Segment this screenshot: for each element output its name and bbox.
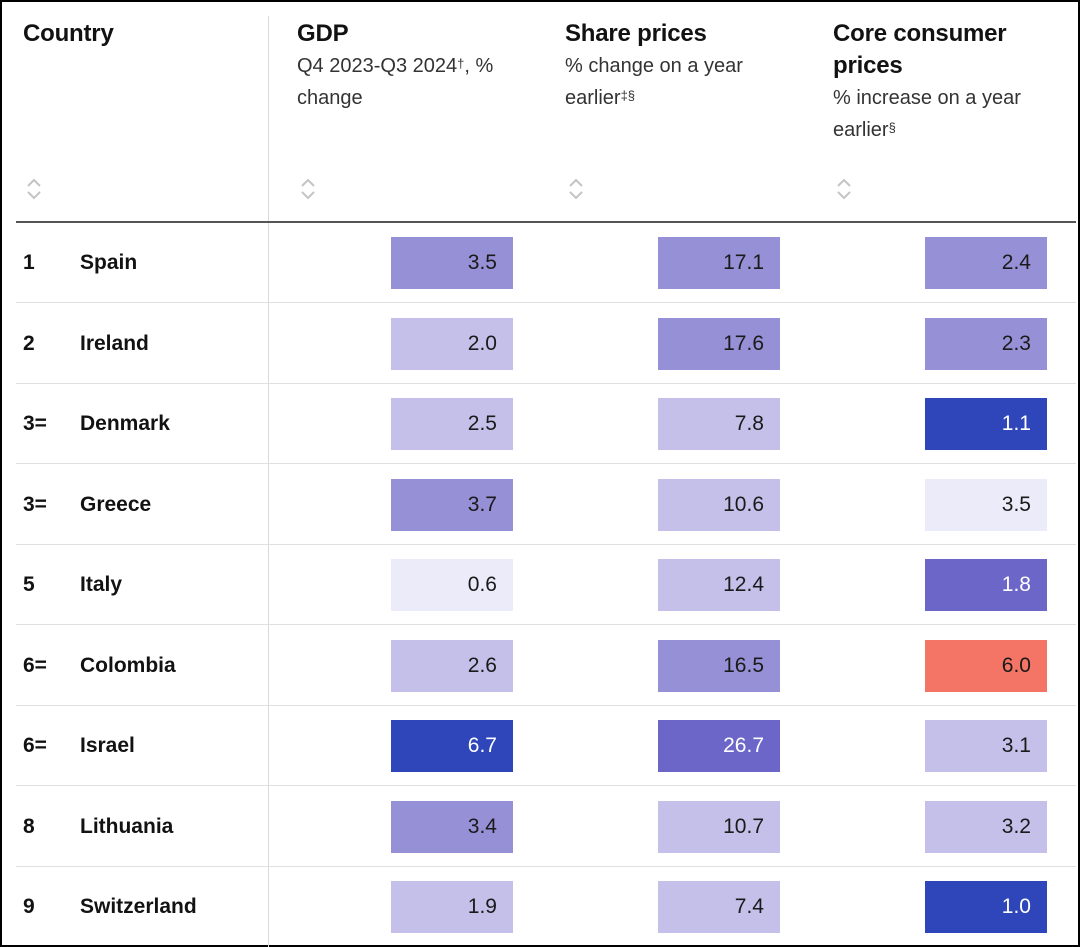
value-cell-gdp: 3.7 [391, 478, 513, 531]
country-label: Italy [80, 573, 123, 596]
rank-label: 8 [23, 814, 35, 838]
header-share-prices-title: Share prices [565, 20, 707, 47]
sort-icon[interactable] [25, 176, 43, 202]
sort-icon[interactable] [567, 176, 585, 202]
country-label: Ireland [80, 331, 149, 355]
table-row: 3= Denmark 2.5 7.8 1.1 [16, 384, 1076, 464]
header-core-cpi-title: Core consumer prices [833, 20, 1007, 79]
header-share-prices-footnote-mark: ‡§ [620, 88, 636, 103]
value-cell-core-cpi: 6.0 [925, 639, 1047, 692]
value-cell-gdp: 0.6 [391, 559, 513, 611]
row-divider [16, 382, 1076, 384]
header-core-cpi-subtitle-text: % increase on a year earlier [833, 87, 1021, 141]
country-label: Greece [80, 492, 152, 516]
value-cell-core-cpi: 3.5 [925, 478, 1047, 531]
table-row: 8 Lithuania 3.4 10.7 3.2 [16, 787, 1076, 867]
country-label: Spain [80, 251, 138, 274]
table-row: 2 Ireland 2.0 17.6 2.3 [16, 304, 1076, 384]
row-divider [16, 543, 1076, 545]
header-core-cpi-subtitle: % increase on a year earlier§ [833, 82, 1048, 146]
table-row: 6= Israel 6.7 26.7 3.1 [16, 706, 1076, 786]
row-divider [16, 865, 1076, 867]
value-cell-share-prices: 10.7 [658, 800, 780, 853]
header-core-cpi-footnote-mark: § [888, 120, 896, 135]
country-label: Denmark [80, 412, 170, 435]
header-gdp-subtitle-text: Q4 2023-Q3 2024 [297, 55, 458, 77]
rank-label: 2 [23, 331, 35, 355]
value-cell-share-prices: 10.6 [658, 478, 780, 531]
rank-label: 6= [23, 653, 47, 677]
value-cell-share-prices: 26.7 [658, 720, 780, 772]
header-gdp-footnote-mark: † [457, 56, 465, 71]
rank-label: 1 [23, 251, 35, 274]
value-cell-core-cpi: 1.8 [925, 559, 1047, 611]
table-row: 3= Greece 3.7 10.6 3.5 [16, 465, 1076, 545]
value-cell-core-cpi: 1.1 [925, 398, 1047, 450]
value-cell-core-cpi: 2.3 [925, 317, 1047, 370]
table-row: 9 Switzerland 1.9 7.4 1.0 [16, 867, 1076, 947]
header-core-consumer-prices[interactable]: Core consumer prices % increase on a yea… [833, 18, 1048, 146]
value-cell-gdp: 3.5 [391, 237, 513, 289]
value-cell-gdp: 6.7 [391, 720, 513, 772]
header-share-prices-subtitle-text: % change on a year earlier [565, 55, 743, 109]
header-country[interactable]: Country [23, 18, 253, 50]
value-cell-core-cpi: 2.4 [925, 237, 1047, 289]
value-cell-gdp: 2.5 [391, 398, 513, 450]
table-row: 5 Italy 0.6 12.4 1.8 [16, 545, 1076, 625]
value-cell-gdp: 2.0 [391, 317, 513, 370]
header-gdp-subtitle: Q4 2023-Q3 2024†, % change [297, 50, 537, 114]
value-cell-share-prices: 17.6 [658, 317, 780, 370]
row-divider [16, 704, 1076, 706]
sort-icon[interactable] [835, 176, 853, 202]
value-cell-core-cpi: 1.0 [925, 881, 1047, 933]
rank-label: 5 [23, 573, 35, 596]
value-cell-share-prices: 7.8 [658, 398, 780, 450]
header-country-title: Country [23, 20, 114, 47]
header-share-prices-subtitle: % change on a year earlier‡§ [565, 50, 770, 114]
value-cell-core-cpi: 3.1 [925, 720, 1047, 772]
header-rule [16, 221, 1076, 223]
rank-label: 6= [23, 734, 47, 757]
country-label: Israel [80, 734, 135, 757]
column-divider [268, 16, 269, 947]
header-gdp-subtitle-tail: , % change [297, 55, 494, 109]
rank-label: 3= [23, 412, 47, 435]
row-divider [16, 302, 1076, 303]
value-cell-gdp: 2.6 [391, 639, 513, 692]
row-divider [16, 463, 1076, 464]
country-label: Colombia [80, 653, 176, 677]
rank-label: 3= [23, 492, 47, 516]
value-cell-share-prices: 17.1 [658, 237, 780, 289]
rank-label: 9 [23, 895, 35, 918]
country-label: Switzerland [80, 895, 197, 918]
row-divider [16, 624, 1076, 625]
table-row: 6= Colombia 2.6 16.5 6.0 [16, 626, 1076, 706]
value-cell-share-prices: 16.5 [658, 639, 780, 692]
sort-icon[interactable] [299, 176, 317, 202]
table-row: 1 Spain 3.5 17.1 2.4 [16, 223, 1076, 303]
value-cell-share-prices: 12.4 [658, 559, 780, 611]
value-cell-gdp: 1.9 [391, 881, 513, 933]
header-gdp-title: GDP [297, 20, 349, 47]
country-label: Lithuania [80, 814, 174, 838]
row-divider [16, 785, 1076, 786]
header-gdp[interactable]: GDP Q4 2023-Q3 2024†, % change [297, 18, 537, 114]
value-cell-share-prices: 7.4 [658, 881, 780, 933]
header-share-prices[interactable]: Share prices % change on a year earlier‡… [565, 18, 770, 114]
value-cell-core-cpi: 3.2 [925, 800, 1047, 853]
value-cell-gdp: 3.4 [391, 800, 513, 853]
